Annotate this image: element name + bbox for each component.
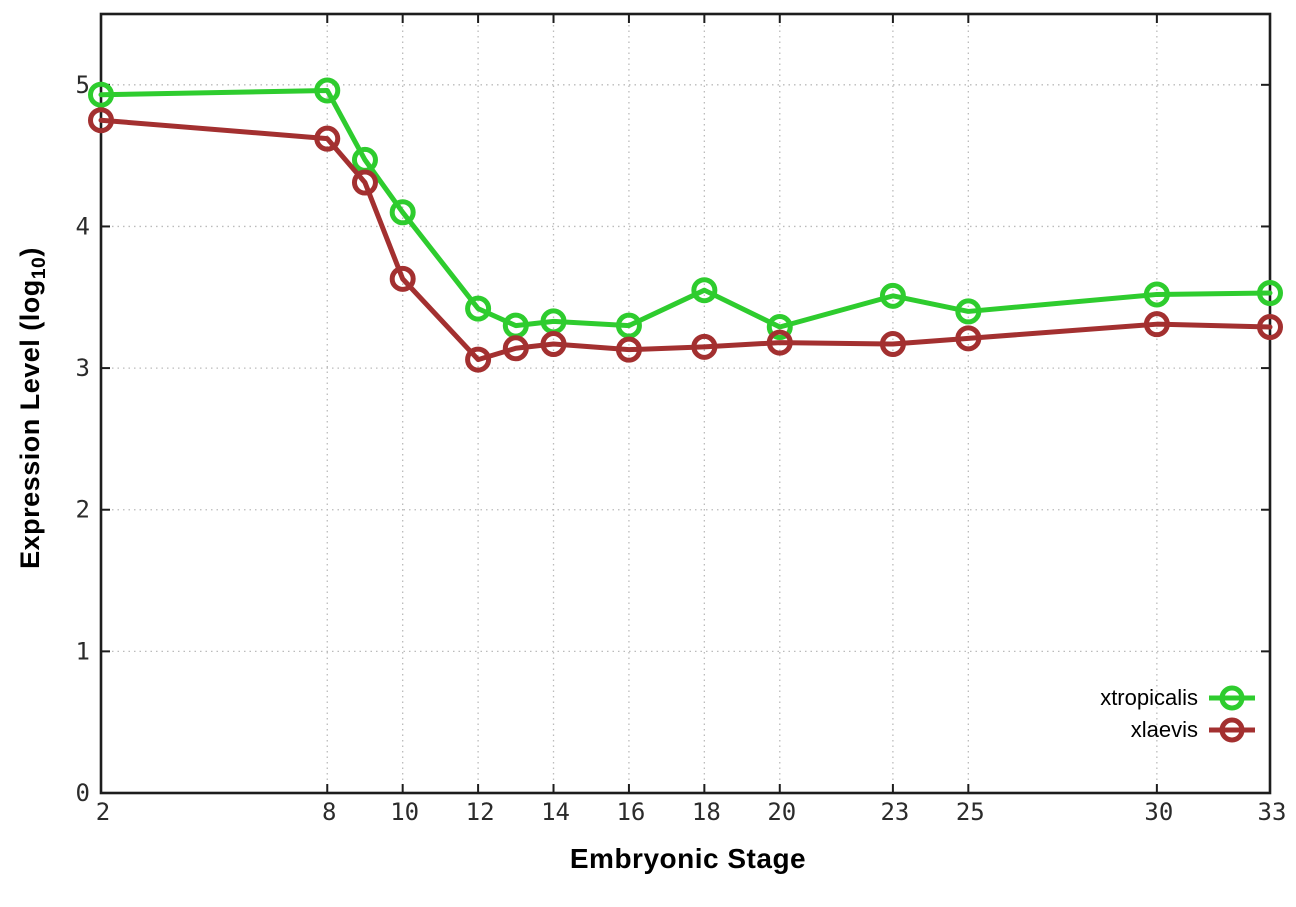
svg-text:2: 2 <box>96 798 110 826</box>
y-axis-title-text: Expression Level (log <box>14 279 45 569</box>
svg-text:8: 8 <box>322 798 336 826</box>
svg-text:30: 30 <box>1144 798 1173 826</box>
svg-text:33: 33 <box>1258 798 1287 826</box>
svg-text:20: 20 <box>767 798 796 826</box>
legend-item-xlaevis: xlaevis <box>1131 716 1256 744</box>
svg-text:16: 16 <box>616 798 645 826</box>
legend-line-circle-icon <box>1209 717 1255 743</box>
svg-text:1: 1 <box>76 637 90 665</box>
y-axis-title: Expression Level (log10) <box>15 247 51 569</box>
svg-text:5: 5 <box>76 71 90 99</box>
legend-line-circle-icon <box>1209 685 1255 711</box>
svg-text:2: 2 <box>76 496 90 524</box>
legend-label-xlaevis: xlaevis <box>1130 717 1198 742</box>
svg-text:25: 25 <box>956 798 985 826</box>
svg-text:12: 12 <box>466 798 495 826</box>
legend: xtropicalis xlaevis <box>1100 684 1256 744</box>
svg-text:18: 18 <box>692 798 721 826</box>
svg-text:23: 23 <box>880 798 909 826</box>
legend-item-xtropicalis: xtropicalis <box>1100 684 1256 712</box>
y-axis-title-subscript: 10 <box>28 256 51 280</box>
svg-text:10: 10 <box>390 798 419 826</box>
svg-text:0: 0 <box>76 779 90 807</box>
y-axis-title-close: ) <box>14 247 45 257</box>
x-axis-title: Embryonic Stage <box>569 843 807 874</box>
svg-text:14: 14 <box>541 798 570 826</box>
svg-text:3: 3 <box>76 354 90 382</box>
legend-label-xtropicalis: xtropicalis <box>1100 685 1198 710</box>
svg-text:4: 4 <box>76 212 90 240</box>
